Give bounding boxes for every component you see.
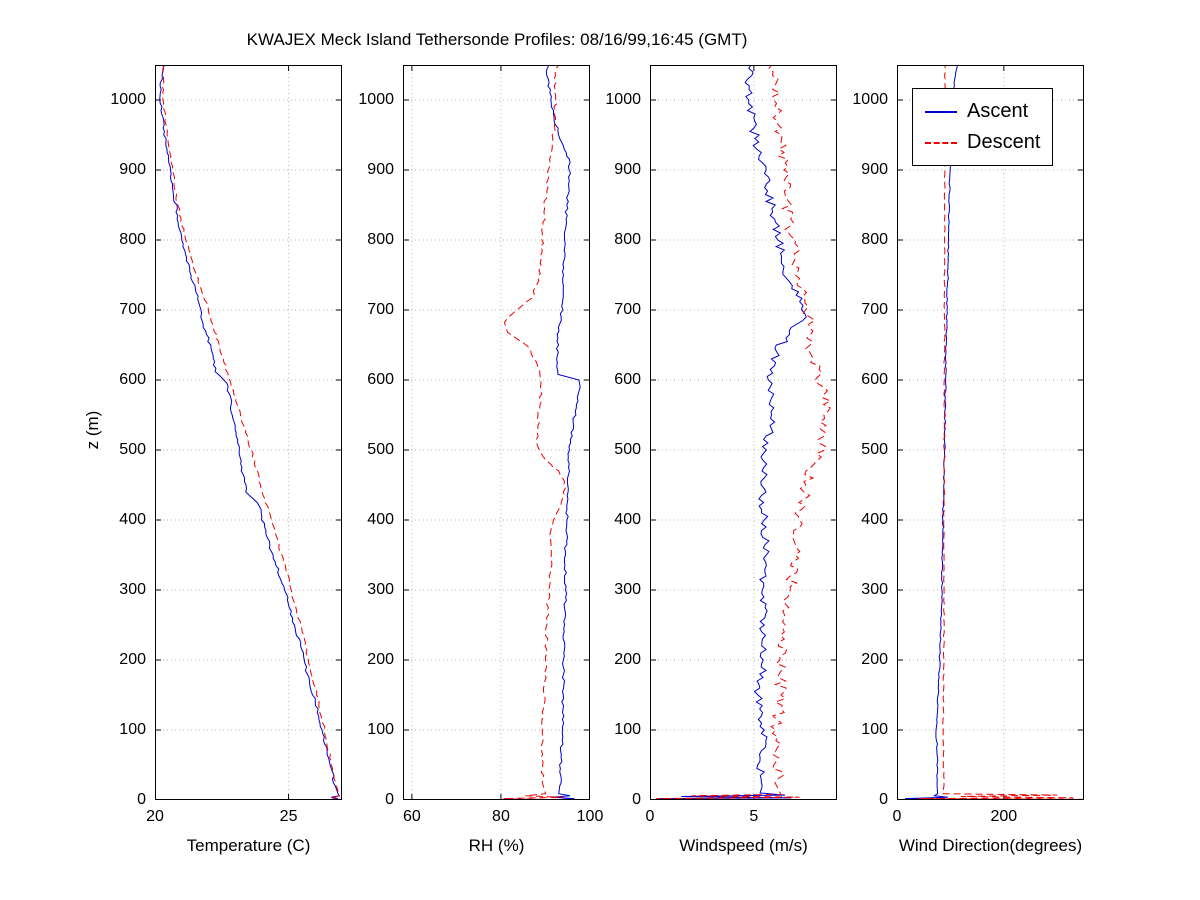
x-axis-label-wind-direction: Wind Direction(degrees) xyxy=(898,836,1083,855)
tick-label: 0 xyxy=(645,808,655,825)
tick-label: 300 xyxy=(119,581,146,598)
tick-label: 800 xyxy=(119,231,146,248)
ascent-line-sample xyxy=(925,110,957,113)
rh-panel xyxy=(403,65,590,800)
tick-label: 300 xyxy=(861,581,888,598)
tick-label: 500 xyxy=(119,441,146,458)
tick-label: 100 xyxy=(367,721,394,738)
tick-label: 700 xyxy=(119,301,146,318)
tick-label: 500 xyxy=(614,441,641,458)
windspeed-panel xyxy=(650,65,837,800)
tick-label: 1000 xyxy=(110,91,146,108)
tick-label: 0 xyxy=(385,791,394,808)
tick-label: 800 xyxy=(614,231,641,248)
x-axis-label-windspeed: Windspeed (m/s) xyxy=(679,836,808,855)
tick-label: 80 xyxy=(492,808,510,825)
tick-label: 200 xyxy=(990,808,1018,825)
tick-label: 600 xyxy=(614,371,641,388)
tick-label: 0 xyxy=(892,808,902,825)
x-axis-label-rh: RH (%) xyxy=(468,836,525,855)
tick-label: 400 xyxy=(614,511,641,528)
tick-label: 100 xyxy=(614,721,641,738)
tick-label: 0 xyxy=(137,791,146,808)
tick-label: 900 xyxy=(614,161,641,178)
tick-label: 800 xyxy=(367,231,394,248)
legend-row-descent: Descent xyxy=(925,127,1040,158)
y-axis-label: z (m) xyxy=(83,410,102,450)
tick-label: 500 xyxy=(861,441,888,458)
tick-label: 25 xyxy=(279,808,298,825)
x-axis-label-temperature: Temperature (C) xyxy=(186,836,311,855)
tick-label: 400 xyxy=(367,511,394,528)
tick-label: 0 xyxy=(632,791,641,808)
tick-label: 600 xyxy=(119,371,146,388)
tick-label: 700 xyxy=(614,301,641,318)
temperature-panel xyxy=(155,65,342,800)
tick-label: 100 xyxy=(119,721,146,738)
tick-label: 1000 xyxy=(358,91,394,108)
tick-label: 200 xyxy=(367,651,394,668)
tick-label: 700 xyxy=(861,301,888,318)
tick-label: 900 xyxy=(861,161,888,178)
legend: Ascent Descent xyxy=(912,88,1054,166)
tick-label: 60 xyxy=(402,808,421,825)
wind-direction-panel xyxy=(897,65,1084,800)
tick-label: 100 xyxy=(576,808,604,825)
tick-label: 1000 xyxy=(852,91,888,108)
tick-label: 600 xyxy=(367,371,394,388)
chart-title: KWAJEX Meck Island Tethersonde Profiles:… xyxy=(246,30,748,49)
tick-label: 200 xyxy=(861,651,888,668)
tick-label: 100 xyxy=(861,721,888,738)
tick-label: 1000 xyxy=(605,91,641,108)
tick-label: 20 xyxy=(146,808,164,825)
tick-label: 400 xyxy=(119,511,146,528)
tick-label: 400 xyxy=(861,511,888,528)
tick-label: 900 xyxy=(367,161,394,178)
tick-label: 900 xyxy=(119,161,146,178)
tick-label: 700 xyxy=(367,301,394,318)
tick-label: 0 xyxy=(879,791,888,808)
tick-label: 5 xyxy=(749,808,759,825)
tick-label: 200 xyxy=(119,651,146,668)
legend-row-ascent: Ascent xyxy=(925,96,1040,127)
tick-label: 200 xyxy=(614,651,641,668)
legend-label-ascent: Ascent xyxy=(967,100,1029,122)
descent-line-sample xyxy=(925,141,957,144)
tick-label: 600 xyxy=(861,371,888,388)
tick-label: 500 xyxy=(367,441,394,458)
tick-label: 800 xyxy=(861,231,888,248)
tick-label: 300 xyxy=(614,581,641,598)
legend-label-descent: Descent xyxy=(967,131,1041,153)
tick-label: 300 xyxy=(367,581,394,598)
